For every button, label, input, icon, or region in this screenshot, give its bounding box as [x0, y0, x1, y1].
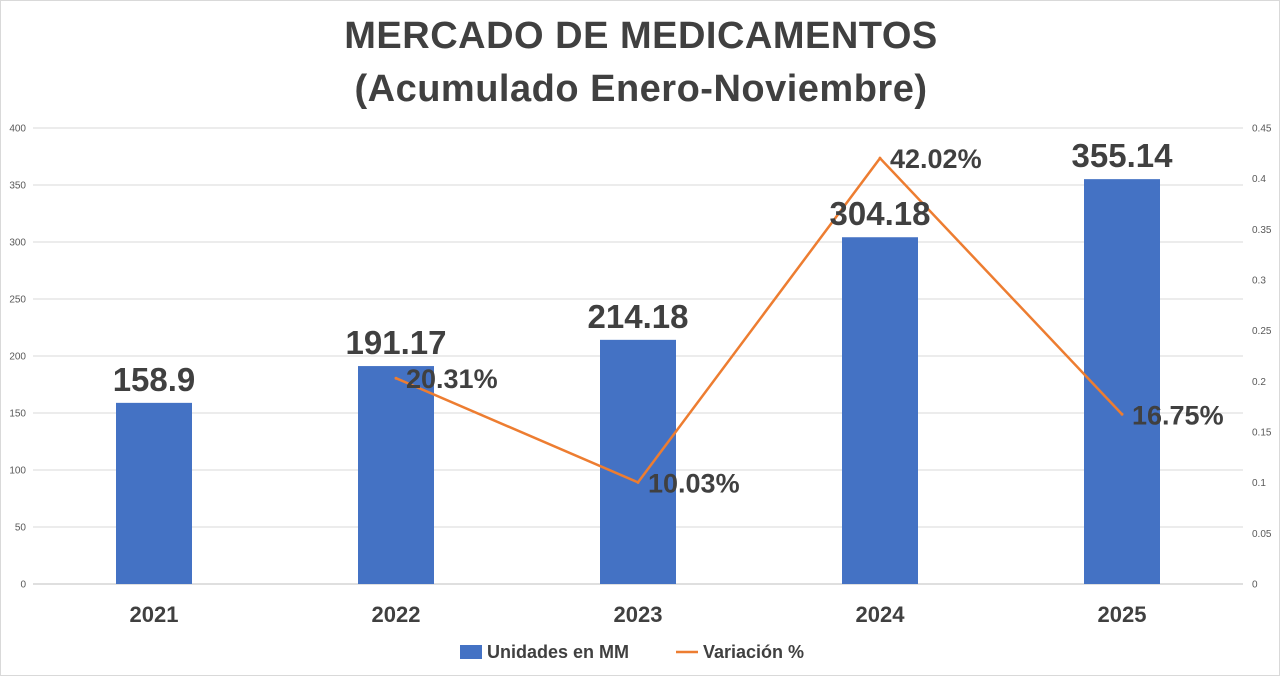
x-category-label: 2025	[1098, 602, 1147, 627]
bar-value-label: 304.18	[830, 195, 931, 232]
chart-title: MERCADO DE MEDICAMENTOS	[344, 15, 938, 57]
left-axis: 0 50 100 150 200 250 300 350 400	[9, 124, 26, 591]
bar	[358, 366, 434, 584]
line-value-label: 16.75%	[1132, 400, 1224, 430]
legend: Unidades en MM Variación %	[460, 642, 804, 662]
left-tick-label: 50	[15, 523, 27, 534]
line-point	[636, 480, 640, 484]
bar	[842, 237, 918, 584]
line-value-label: 10.03%	[648, 468, 740, 498]
line-point	[878, 156, 882, 160]
right-tick-label: 0.1	[1252, 478, 1266, 489]
line-point	[1120, 412, 1124, 416]
legend-label-line: Variación %	[703, 642, 804, 662]
line-point	[394, 376, 398, 380]
chart-subtitle: (Acumulado Enero-Noviembre)	[354, 68, 928, 110]
x-category-label: 2022	[372, 602, 421, 627]
right-tick-label: 0	[1252, 580, 1258, 591]
right-tick-label: 0.15	[1252, 428, 1272, 439]
bar-value-label: 355.14	[1072, 137, 1174, 174]
bar	[116, 402, 192, 584]
left-tick-label: 100	[9, 466, 26, 477]
x-category-label: 2021	[130, 602, 179, 627]
bar-value-label: 158.9	[113, 361, 196, 398]
bar-value-label: 191.17	[346, 324, 447, 361]
right-tick-label: 0.4	[1252, 174, 1266, 185]
bar	[600, 339, 676, 584]
legend-swatch-bar	[460, 645, 482, 659]
right-tick-label: 0.3	[1252, 276, 1266, 287]
legend-label-bar: Unidades en MM	[487, 642, 629, 662]
right-tick-label: 0.2	[1252, 377, 1266, 388]
left-tick-label: 0	[20, 580, 26, 591]
left-tick-label: 400	[9, 124, 26, 135]
right-tick-label: 0.25	[1252, 326, 1272, 337]
line-series	[394, 156, 1124, 484]
right-tick-label: 0.35	[1252, 225, 1272, 236]
bar	[1084, 179, 1160, 585]
x-category-label: 2024	[856, 602, 906, 627]
left-tick-label: 150	[9, 409, 26, 420]
bar-value-label: 214.18	[588, 298, 689, 335]
variation-line	[395, 156, 1123, 484]
left-tick-label: 200	[9, 352, 26, 363]
right-tick-label: 0.45	[1252, 124, 1272, 135]
data-labels: 158.9 191.17 214.18 304.18 355.14 20.31% 10.03…	[113, 137, 1224, 498]
right-axis: 0 0.05 0.1 0.15 0.2 0.25 0.3 0.35 0.4 0.45	[1252, 124, 1272, 591]
left-tick-label: 250	[9, 295, 26, 306]
line-value-label: 20.31%	[406, 364, 498, 394]
left-tick-label: 300	[9, 238, 26, 249]
x-category-label: 2023	[614, 602, 663, 627]
left-tick-label: 350	[9, 181, 26, 192]
x-axis: 2021 2022 2023 2024 2025	[130, 602, 1147, 627]
line-value-label: 42.02%	[890, 144, 982, 174]
bar-series	[116, 179, 1160, 585]
right-tick-label: 0.05	[1252, 529, 1272, 540]
